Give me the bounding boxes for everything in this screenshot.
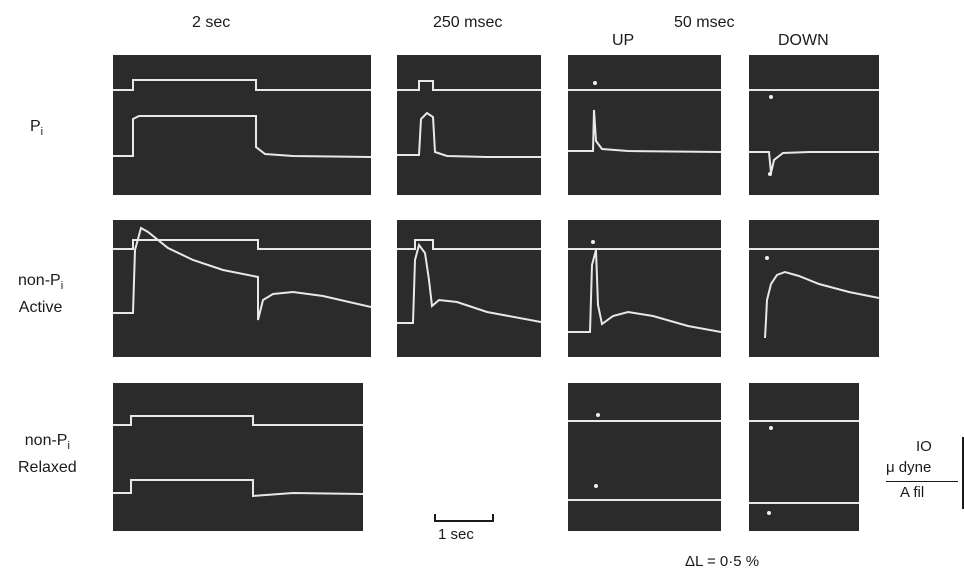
force-step-dot [594,484,598,488]
column-label-down: DOWN [778,32,829,49]
row-label-non-pi-active-line2: Active [18,299,63,317]
length-step-dot [593,81,597,85]
force-trace [113,226,371,321]
time-scale-bar-tick-right [492,514,494,522]
length-trace [397,80,541,91]
row-label-non-pi-relaxed-sub: i [67,440,70,453]
row-label-non-pi-relaxed-line2: Relaxed [18,459,77,477]
force-step-dot [768,172,772,176]
force-trace [113,115,371,158]
force-trace [749,151,879,174]
row-label-pi-main: P [30,118,41,135]
force-trace [764,270,879,339]
row-label-non-pi-relaxed-line1: non-P [24,432,68,449]
length-trace [397,239,541,250]
length-step-label: ΔL = 0·5 % [685,553,760,570]
force-scale-value: IO [916,438,932,455]
force-trace [568,249,721,333]
oscillogram-pi-50msec-down [749,55,879,195]
length-step-dot [596,413,600,417]
oscillogram-non-pi-relaxed-50msec-down [749,383,859,531]
row-label-non-pi-active-sub: i [60,280,64,293]
oscillogram-pi-2sec [113,55,371,195]
length-step-dot [591,240,595,244]
length-trace [113,79,371,91]
force-scale-bar [962,437,964,509]
column-label-up: UP [612,32,635,49]
length-step-dot [769,426,773,430]
length-step-dot [769,95,773,99]
row-label-non-pi-active: non-Pi Active [18,270,63,319]
force-step-dot [767,511,771,515]
oscillogram-non-pi-active-250msec [397,220,541,357]
oscillogram-non-pi-active-50msec-up [568,220,721,357]
force-scale-unit-top: μ dyne [886,459,932,476]
length-step-dot [765,256,769,260]
force-scale-fraction-line [886,481,958,482]
time-scale-label: 1 sec [438,526,474,543]
length-trace [113,415,363,426]
force-trace [397,242,541,324]
force-scale-unit-bottom: A fil [900,484,925,501]
force-trace [568,109,721,153]
time-scale-bar-tick-left [434,514,436,522]
row-label-pi-sub: i [40,126,44,139]
row-label-pi: Pi [30,118,43,138]
oscillogram-non-pi-active-2sec [113,220,371,357]
oscillogram-pi-50msec-up [568,55,721,195]
oscillogram-non-pi-relaxed-50msec-up [568,383,721,531]
force-trace [113,479,363,498]
time-scale-bar [434,520,494,522]
length-trace [113,239,371,250]
row-label-non-pi-relaxed: non-Pi Relaxed [18,430,77,479]
oscillogram-non-pi-relaxed-2sec [113,383,363,531]
column-label-250msec: 250 msec [433,14,503,31]
column-label-2sec: 2 sec [192,14,231,31]
oscillogram-pi-250msec [397,55,541,195]
oscillogram-non-pi-active-50msec-down [749,220,879,357]
column-label-50msec: 50 msec [674,14,735,31]
force-trace [397,111,541,158]
row-label-non-pi-active-line1: non-P [18,272,61,289]
